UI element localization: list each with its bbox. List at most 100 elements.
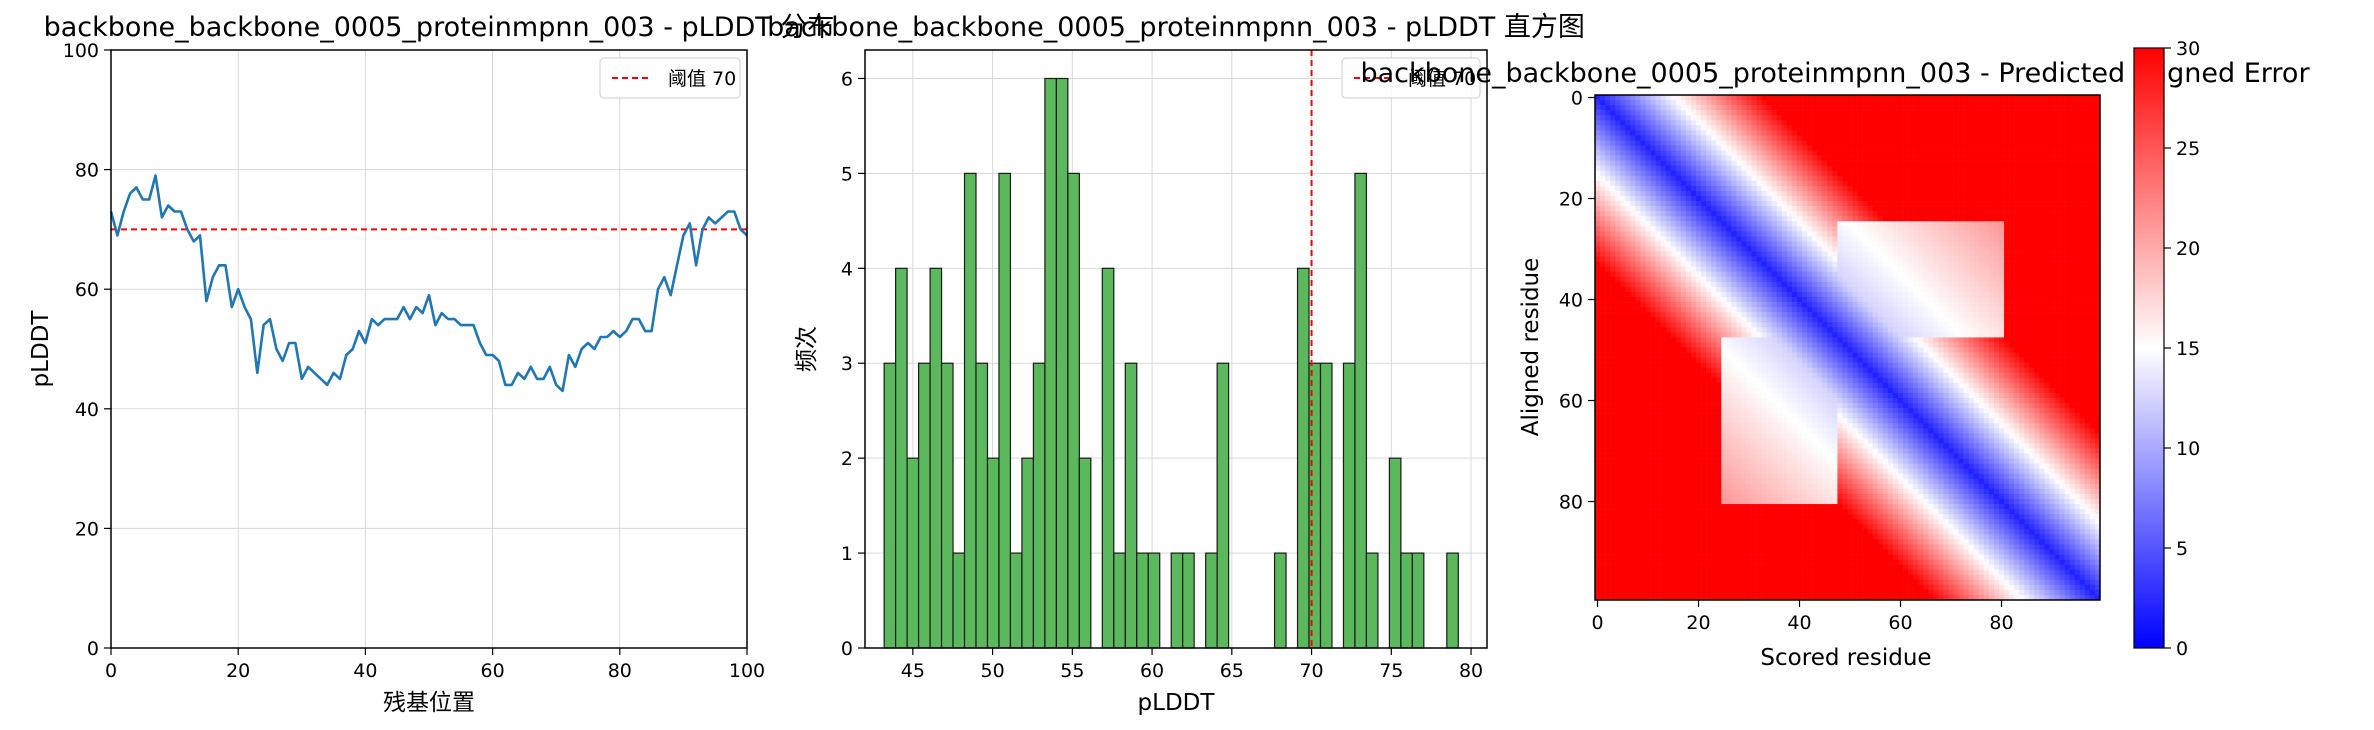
heatmap-cell: [1913, 190, 1919, 197]
heatmap-cell: [1696, 95, 1702, 101]
heatmap-cell: [2024, 95, 2030, 101]
heatmap-cell: [1968, 135, 1975, 141]
heatmap-cell: [1731, 256, 1737, 262]
heatmap-cell: [1943, 236, 1949, 242]
heatmap-cell: [2019, 105, 2025, 111]
heatmap-cell: [1943, 201, 1949, 207]
heatmap-cell: [1726, 160, 1732, 166]
heatmap-cell: [2084, 291, 2091, 298]
heatmap-cell: [1943, 140, 1949, 146]
heatmap-cell: [2024, 196, 2030, 202]
heatmap-cell: [1615, 135, 1621, 141]
heatmap-cell: [1781, 110, 1788, 116]
heatmap-cell: [1615, 322, 1621, 328]
heatmap-cell: [1721, 266, 1727, 273]
heatmap-cell: [1716, 317, 1722, 323]
heatmap-cell: [1726, 251, 1732, 257]
heatmap-cell: [1595, 327, 1601, 333]
heatmap-cell: [1963, 332, 1969, 338]
heatmap-cell: [1655, 140, 1661, 146]
heatmap-cell: [2054, 327, 2060, 333]
heatmap-cell: [1786, 322, 1793, 328]
heatmap-cell: [2074, 251, 2081, 257]
heatmap-cell: [1953, 120, 1959, 126]
heatmap-cell: [1857, 110, 1863, 116]
heatmap-cell: [2049, 291, 2055, 298]
heatmap-cell: [1872, 100, 1879, 106]
heatmap-cell: [1726, 100, 1732, 106]
heatmap-cell: [1877, 170, 1884, 177]
heatmap-cell: [1771, 221, 1778, 227]
heatmap-cell: [1726, 297, 1732, 303]
heatmap-cell: [2074, 196, 2081, 202]
heatmap-cell: [1701, 226, 1707, 232]
heatmap-cell: [1933, 105, 1939, 111]
heatmap-cell: [2084, 150, 2091, 156]
heatmap-cell: [1847, 105, 1853, 111]
heatmap-cell: [1655, 266, 1661, 273]
heatmap-cell: [1736, 291, 1742, 298]
heatmap-cell: [1973, 246, 1980, 252]
heatmap-cell: [1746, 297, 1752, 303]
heatmap-cell: [1842, 155, 1848, 161]
heatmap-cell: [2024, 302, 2030, 308]
heatmap-cell: [1832, 125, 1838, 131]
heatmap-cell: [1670, 286, 1677, 293]
heatmap-cell: [1807, 332, 1813, 338]
heatmap-cell: [1993, 281, 2000, 288]
heatmap-cell: [2049, 180, 2055, 187]
heatmap-cell: [2034, 190, 2040, 197]
heatmap-cell: [1736, 312, 1742, 318]
heatmap-cell: [1978, 105, 1985, 111]
heatmap-cell: [2034, 105, 2040, 111]
heatmap-cell: [2014, 266, 2020, 273]
heatmap-cell: [1605, 246, 1611, 252]
heatmap-cell: [2079, 216, 2086, 222]
heatmap-cell: [1892, 291, 1899, 298]
heatmap-cell: [1877, 256, 1884, 262]
heatmap-cell: [2094, 110, 2101, 116]
heatmap-cell: [1923, 211, 1929, 217]
heatmap-cell: [1988, 302, 1995, 308]
histogram-bar: [1296, 267, 1310, 649]
heatmap-cell: [1761, 105, 1767, 111]
heatmap-cell: [2019, 251, 2025, 257]
heatmap-cell: [1726, 271, 1732, 278]
heatmap-cell: [2059, 312, 2065, 318]
heatmap-cell: [2019, 312, 2025, 318]
heatmap-cell: [1802, 266, 1808, 273]
heatmap-cell: [1958, 271, 1964, 278]
heatmap-cell: [1716, 100, 1722, 106]
heatmap-cell: [1958, 332, 1964, 338]
heatmap-cell: [2084, 211, 2091, 217]
heatmap-cell: [1741, 256, 1747, 262]
heatmap-cell: [1670, 120, 1677, 126]
heatmap-cell: [2069, 271, 2076, 278]
heatmap-cell: [1862, 201, 1868, 207]
heatmap-cell: [1807, 130, 1813, 136]
heatmap-cell: [1938, 276, 1944, 283]
heatmap-cell: [2049, 286, 2055, 293]
heatmap-cell: [1872, 291, 1879, 298]
heatmap-cell: [1832, 246, 1838, 252]
heatmap-cell: [1928, 115, 1934, 121]
heatmap-cell: [1736, 185, 1742, 192]
heatmap-cell: [2064, 145, 2070, 151]
heatmap-cell: [1660, 256, 1666, 262]
heatmap-cell: [1615, 291, 1621, 298]
heatmap-cell: [1786, 115, 1793, 121]
heatmap-cell: [1716, 281, 1722, 288]
heatmap-cell: [1973, 170, 1980, 177]
heatmap-cell: [1640, 95, 1646, 101]
heatmap-cell: [2074, 120, 2081, 126]
heatmap-cell: [2044, 246, 2050, 252]
heatmap-cell: [1781, 100, 1788, 106]
heatmap-cell: [1706, 322, 1712, 328]
heatmap-cell: [2044, 256, 2050, 262]
heatmap-cell: [1680, 281, 1687, 288]
heatmap-cell: [1685, 322, 1692, 328]
heatmap-cell: [1680, 115, 1687, 121]
heatmap-cell: [1776, 322, 1783, 328]
heatmap-cell: [1797, 165, 1803, 172]
